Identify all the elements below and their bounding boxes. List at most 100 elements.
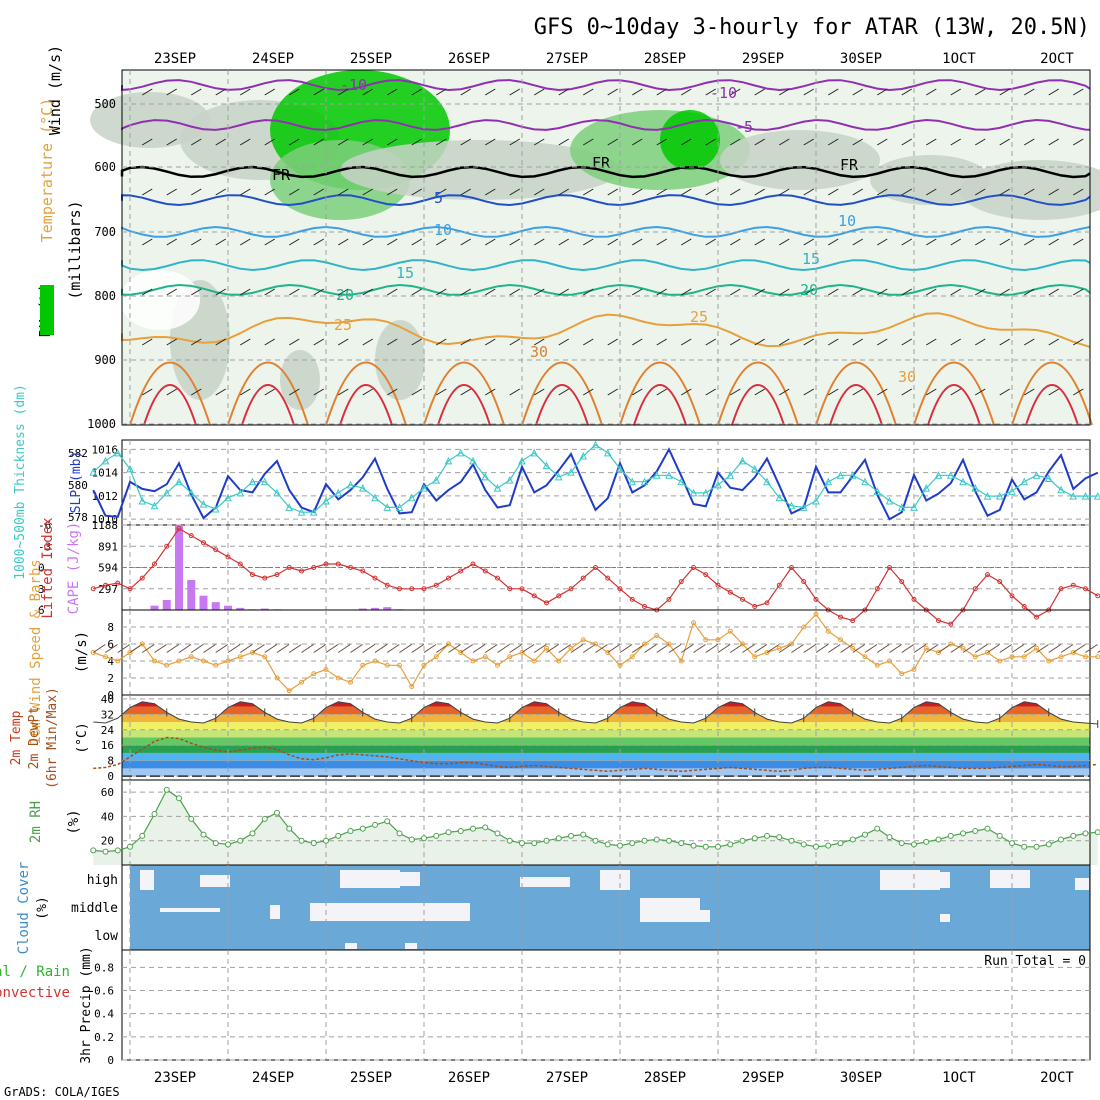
wind10-barb xyxy=(582,644,596,653)
wind-barb xyxy=(141,288,153,296)
wind-speed-marker xyxy=(874,662,880,668)
wind-speed-marker xyxy=(250,650,255,655)
lifted-index-marker xyxy=(666,596,672,602)
wind-barb xyxy=(509,188,521,196)
wind-speed-marker xyxy=(887,658,892,664)
lifted-index-marker xyxy=(1034,614,1039,620)
cloud-gap xyxy=(345,943,357,949)
wind-barb xyxy=(533,238,545,246)
wind10-barb xyxy=(729,644,743,653)
rh-marker xyxy=(1009,840,1015,847)
thickness-marker xyxy=(775,493,784,502)
wind-speed-marker xyxy=(348,679,353,685)
thickness-marker xyxy=(505,475,514,484)
wind-barb xyxy=(460,138,472,146)
slp-ylabel-left: 1000~500mb Thickness (dm) xyxy=(13,384,28,580)
wind-speed-marker xyxy=(115,658,121,664)
lifted-index-marker xyxy=(629,596,635,602)
wind-barb xyxy=(1048,188,1060,196)
wind-barb xyxy=(901,238,913,246)
precip-ylabel-total: Total / Rain xyxy=(0,964,70,980)
wind-barb xyxy=(582,288,594,296)
lifted-index-marker xyxy=(997,579,1003,585)
wind-barb xyxy=(607,138,619,146)
cape-bar xyxy=(224,605,232,610)
lifted-index-marker xyxy=(433,582,439,588)
rh-marker xyxy=(1021,843,1028,850)
run-total: Run Total = 0 xyxy=(984,954,1086,969)
wind-speed-marker xyxy=(531,658,537,664)
wind-barb xyxy=(337,238,349,246)
thickness-marker xyxy=(971,483,980,492)
date-label-top: 25SEP xyxy=(350,51,392,67)
isotherm-35 xyxy=(633,384,687,426)
isotherm-35 xyxy=(437,384,491,426)
wind-barb xyxy=(264,188,276,196)
date-label-bottom: 24SEP xyxy=(252,1070,294,1086)
date-label-top: 27SEP xyxy=(546,51,588,67)
rh-marker xyxy=(751,835,758,842)
wind10-barb xyxy=(1023,644,1037,653)
wind-barb xyxy=(215,138,227,146)
rh-marker xyxy=(482,824,489,831)
wind-barb xyxy=(239,88,251,96)
wind10-barb xyxy=(889,644,902,653)
rh-marker xyxy=(457,828,464,834)
rh-marker xyxy=(102,848,109,855)
thickness-marker xyxy=(1020,477,1029,486)
wind-barb xyxy=(166,238,178,246)
wind-barb xyxy=(190,338,202,346)
rh-marker xyxy=(274,809,280,816)
wind-speed-marker xyxy=(470,658,476,664)
rh-marker xyxy=(519,840,525,847)
thickness-tick: 580 xyxy=(68,479,88,492)
wind-speed-marker xyxy=(1058,654,1064,660)
lifted-index-marker xyxy=(568,586,574,592)
wind-barb xyxy=(729,388,741,396)
lifted-index-marker xyxy=(250,572,255,578)
rh-marker xyxy=(1070,832,1077,839)
wind-barb xyxy=(950,388,962,396)
thickness-marker xyxy=(1032,471,1041,479)
wind10-barb xyxy=(435,644,449,653)
lifted-index-marker xyxy=(519,586,525,592)
wind-barb xyxy=(1072,288,1084,296)
temp-ylabel: 2m Temp xyxy=(9,710,24,765)
cloud-cover-panel: high middle low Cloud Cover (%) xyxy=(16,862,1091,955)
wind-speed-marker xyxy=(507,654,513,660)
thickness-marker xyxy=(1008,487,1016,495)
thickness-marker xyxy=(885,496,894,505)
wind-barb xyxy=(631,88,643,96)
wind-barb xyxy=(607,238,619,246)
wind-barb xyxy=(460,188,472,196)
wind10-barb xyxy=(570,644,584,653)
rh-marker xyxy=(862,831,868,838)
wind-speed-marker xyxy=(384,662,390,668)
wind-barb xyxy=(215,388,227,396)
wind-barb xyxy=(680,138,692,146)
thickness-marker xyxy=(603,448,612,457)
wind10-barb xyxy=(876,644,890,653)
lifted-index-marker xyxy=(482,568,488,574)
wind-ylabel-right: (m/s) xyxy=(74,631,90,673)
thickness-marker xyxy=(1057,485,1065,494)
thickness-marker xyxy=(799,503,808,511)
rh-marker xyxy=(604,841,611,848)
rh-marker xyxy=(825,842,832,849)
wind-barb xyxy=(509,388,521,396)
date-label-top: 1OCT xyxy=(942,51,976,67)
wind-speed-marker xyxy=(482,654,488,660)
rh-marker xyxy=(715,843,721,850)
cloud-ylabel-left: Cloud Cover xyxy=(16,862,32,955)
rh-marker xyxy=(1058,836,1064,843)
wind-barb xyxy=(656,338,668,346)
wind-barb xyxy=(484,388,496,396)
wind-barb xyxy=(1023,338,1035,346)
rh-marker xyxy=(1094,829,1100,836)
wind10-barb xyxy=(827,644,841,653)
wind10-barb xyxy=(1060,644,1074,653)
lifted-index-marker xyxy=(691,565,696,570)
wind-speed-marker xyxy=(139,641,145,647)
wind-speed-marker xyxy=(997,658,1003,664)
wind-barb xyxy=(509,138,521,146)
